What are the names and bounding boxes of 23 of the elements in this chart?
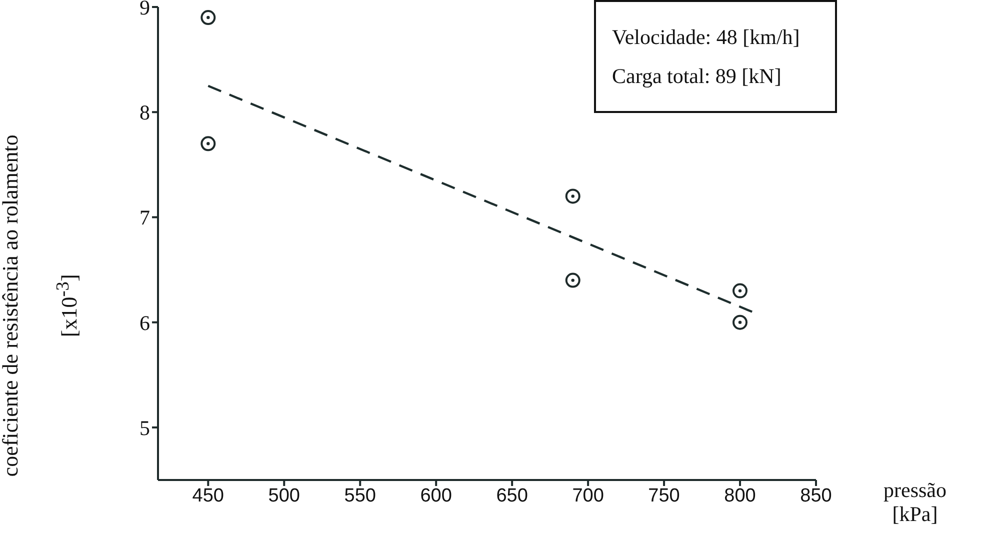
point (732, 283, 748, 298)
point (732, 314, 748, 330)
point (565, 188, 580, 204)
x-tick-label: 800 (724, 485, 756, 506)
x-axis-title: pressão [kPa] (882, 478, 948, 526)
x-tick-label: 450 (192, 485, 224, 506)
x-tick-label: 550 (344, 485, 376, 506)
point (565, 272, 580, 288)
x-tick-label: 600 (420, 485, 452, 506)
annotation: Velocidade: 48 [km/h] (612, 24, 801, 50)
y-tick-label: 5 (140, 416, 150, 440)
annotation: Carga total: 89 [kN] (612, 64, 782, 88)
y-tick-label: 9 (140, 0, 150, 20)
x-tick-label: 750 (648, 485, 680, 506)
x-tick-label: 850 (800, 485, 832, 506)
y-tick-label: 8 (140, 100, 150, 125)
point (200, 10, 216, 26)
y-tick-label: 6 (140, 310, 150, 335)
x-tick-label: 700 (572, 485, 604, 506)
point (200, 136, 216, 152)
x-tick-label: 650 (496, 485, 528, 506)
y-tick-label: 7 (140, 206, 150, 230)
x-tick-label: 500 (268, 485, 300, 506)
